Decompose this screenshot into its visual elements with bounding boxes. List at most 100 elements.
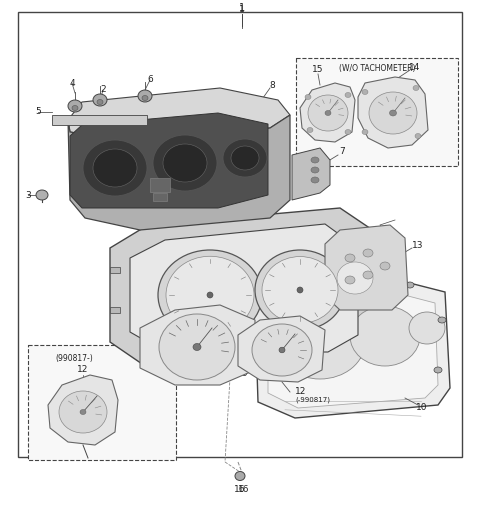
Ellipse shape xyxy=(325,110,331,116)
Ellipse shape xyxy=(297,287,303,293)
Polygon shape xyxy=(358,77,428,148)
Text: 10: 10 xyxy=(416,404,428,412)
Bar xyxy=(150,178,170,192)
Ellipse shape xyxy=(255,250,345,330)
Ellipse shape xyxy=(193,344,201,350)
Text: 16: 16 xyxy=(234,486,246,494)
Ellipse shape xyxy=(308,95,348,131)
Ellipse shape xyxy=(83,140,147,196)
Text: 6: 6 xyxy=(147,75,153,85)
Ellipse shape xyxy=(438,317,446,323)
Ellipse shape xyxy=(311,157,319,163)
Text: 13: 13 xyxy=(412,240,424,250)
Text: (W/O TACHOMETER): (W/O TACHOMETER) xyxy=(339,63,415,73)
Bar xyxy=(18,12,462,457)
Ellipse shape xyxy=(345,92,351,98)
Ellipse shape xyxy=(363,271,373,279)
Text: 16: 16 xyxy=(238,486,250,494)
Polygon shape xyxy=(68,88,290,142)
Ellipse shape xyxy=(389,110,396,116)
Text: 14: 14 xyxy=(409,63,420,73)
Ellipse shape xyxy=(93,94,107,106)
Text: 11: 11 xyxy=(149,363,161,373)
Ellipse shape xyxy=(97,100,103,105)
Ellipse shape xyxy=(380,262,390,270)
Ellipse shape xyxy=(279,347,285,353)
Polygon shape xyxy=(300,83,355,142)
Ellipse shape xyxy=(333,258,377,298)
Text: (-990817): (-990817) xyxy=(295,397,330,403)
Ellipse shape xyxy=(231,146,259,170)
Polygon shape xyxy=(48,375,118,445)
Ellipse shape xyxy=(68,100,82,112)
Ellipse shape xyxy=(363,249,373,257)
Polygon shape xyxy=(325,225,408,310)
Text: (990817-): (990817-) xyxy=(55,353,93,363)
Polygon shape xyxy=(255,278,450,418)
Ellipse shape xyxy=(163,144,207,182)
Ellipse shape xyxy=(311,177,319,183)
Bar xyxy=(110,267,120,273)
Ellipse shape xyxy=(72,105,78,110)
Ellipse shape xyxy=(235,472,245,480)
Ellipse shape xyxy=(307,127,313,133)
Text: 8: 8 xyxy=(269,80,275,89)
Ellipse shape xyxy=(262,256,338,324)
Ellipse shape xyxy=(346,280,354,286)
Ellipse shape xyxy=(311,167,319,173)
Text: 1: 1 xyxy=(239,3,245,13)
Text: 4: 4 xyxy=(69,78,75,88)
Ellipse shape xyxy=(345,130,351,135)
Bar xyxy=(52,115,147,125)
Polygon shape xyxy=(110,208,380,368)
Text: 3: 3 xyxy=(25,190,31,200)
Ellipse shape xyxy=(93,149,137,187)
Text: 1: 1 xyxy=(239,5,245,13)
Ellipse shape xyxy=(345,254,355,262)
Bar xyxy=(370,297,380,303)
Text: 2: 2 xyxy=(100,86,106,94)
Text: 15: 15 xyxy=(312,66,324,74)
Ellipse shape xyxy=(223,139,267,177)
Ellipse shape xyxy=(409,312,445,344)
Ellipse shape xyxy=(350,306,420,366)
Ellipse shape xyxy=(415,134,421,138)
Ellipse shape xyxy=(362,130,368,135)
Text: 12: 12 xyxy=(295,388,306,396)
Bar xyxy=(153,193,167,201)
Text: 7: 7 xyxy=(339,148,345,156)
Ellipse shape xyxy=(80,410,86,414)
Ellipse shape xyxy=(252,324,312,376)
Ellipse shape xyxy=(142,95,148,101)
Ellipse shape xyxy=(158,250,262,340)
Ellipse shape xyxy=(275,305,365,379)
Polygon shape xyxy=(70,113,268,208)
Ellipse shape xyxy=(337,262,373,294)
Polygon shape xyxy=(140,305,255,385)
Ellipse shape xyxy=(345,276,355,284)
Text: 5: 5 xyxy=(35,107,41,117)
Ellipse shape xyxy=(59,391,107,433)
Polygon shape xyxy=(130,224,358,352)
Ellipse shape xyxy=(36,190,48,200)
Bar xyxy=(28,345,176,460)
Bar xyxy=(296,58,458,166)
Ellipse shape xyxy=(138,90,152,102)
Text: 9: 9 xyxy=(241,368,247,378)
Ellipse shape xyxy=(207,292,213,298)
Bar xyxy=(110,307,120,313)
Text: 12: 12 xyxy=(77,365,89,375)
Ellipse shape xyxy=(413,86,419,90)
Ellipse shape xyxy=(166,256,254,334)
Polygon shape xyxy=(68,115,290,230)
Ellipse shape xyxy=(434,367,442,373)
Ellipse shape xyxy=(362,89,368,94)
Ellipse shape xyxy=(153,135,217,191)
Ellipse shape xyxy=(369,92,417,134)
Polygon shape xyxy=(292,148,330,200)
Ellipse shape xyxy=(305,94,311,100)
Polygon shape xyxy=(268,290,438,408)
Polygon shape xyxy=(238,316,325,382)
Bar xyxy=(370,252,380,258)
Ellipse shape xyxy=(159,314,235,380)
